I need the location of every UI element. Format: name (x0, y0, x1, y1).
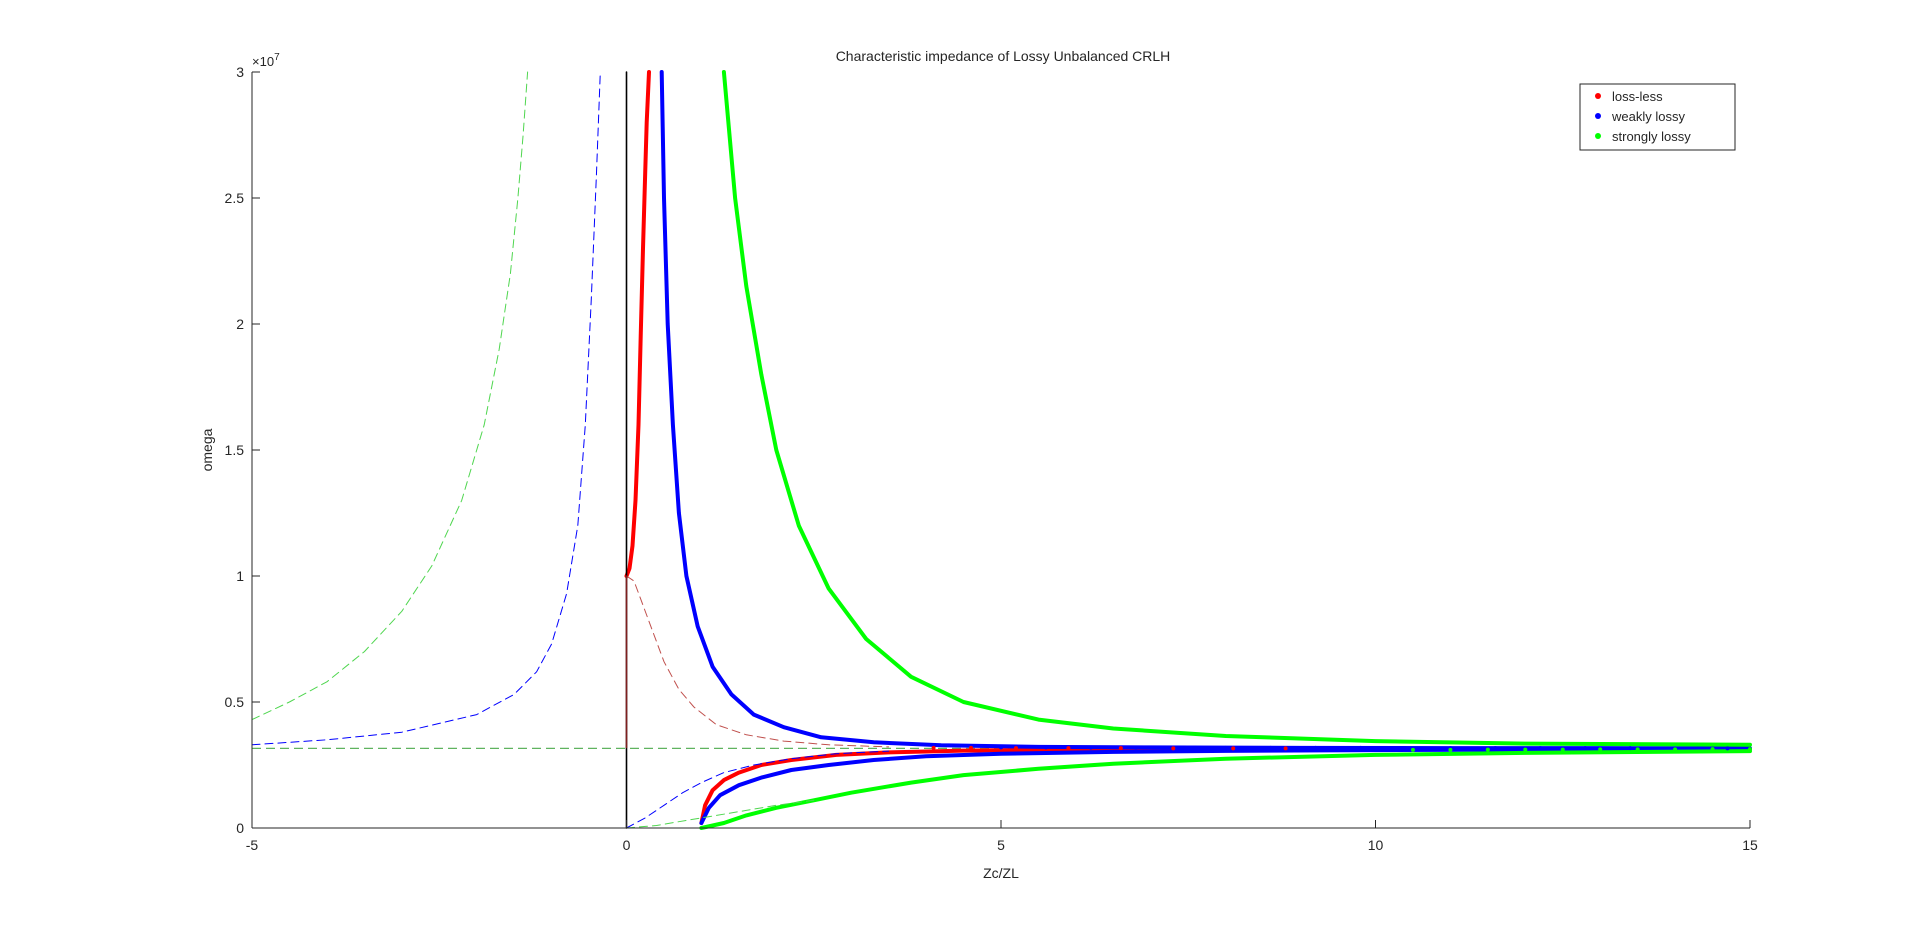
scatter-1-point-16 (1725, 746, 1730, 751)
legend-marker-0 (1595, 93, 1601, 99)
y-axis-label: omega (199, 428, 215, 471)
series-5-segment-1 (626, 799, 815, 829)
y-tick-label-6: 3 (236, 64, 244, 80)
scatter-1-point-9 (1403, 746, 1408, 751)
y-tick-label-3: 1.5 (225, 442, 245, 458)
scatter-2-point-6 (1635, 747, 1640, 752)
scatter-1-point-12 (1538, 746, 1543, 751)
scatter-1-point-3 (1133, 745, 1138, 750)
scatter-2-point-0 (1410, 747, 1415, 752)
legend: loss-less weakly lossy strongly lossy (1579, 83, 1736, 151)
scatter-0-point-3 (1066, 746, 1071, 751)
scatter-2-point-4 (1560, 747, 1565, 752)
y-exponent-base: ×10 (252, 54, 274, 69)
legend-label-0: loss-less (1612, 89, 1663, 104)
scatter-1-point-0 (999, 745, 1003, 750)
series-1-segment-1 (699, 747, 1752, 825)
y-ticks: 0 0.5 1 1.5 2 2.5 3 (225, 64, 260, 836)
scatter-1-point-8 (1358, 745, 1363, 750)
x-tick-label-2: 5 (997, 837, 1005, 853)
y-exponent-label: ×107 (252, 52, 280, 69)
x-tick-label-3: 10 (1368, 837, 1384, 853)
series-3-segment-0 (626, 575, 890, 748)
y-exponent-power: 7 (274, 52, 280, 63)
scatter-2-point-3 (1523, 747, 1528, 752)
scatter-1-point-7 (1313, 745, 1318, 750)
scatter-2-point-8 (1710, 747, 1715, 752)
legend-marker-1 (1595, 113, 1601, 119)
series-5-segment-0 (251, 71, 529, 721)
scatter-0-point-1 (969, 745, 974, 750)
scatter-0-point-0 (931, 745, 936, 750)
x-ticks: -5 0 5 10 15 (246, 820, 1758, 853)
scatter-1-point-6 (1268, 745, 1273, 750)
y-tick-label-0: 0 (236, 820, 244, 836)
scatter-2-point-7 (1673, 747, 1678, 752)
x-tick-label-1: 0 (623, 837, 631, 853)
scatter-0-point-6 (1231, 746, 1236, 751)
x-axis-label: Zc/ZL (983, 865, 1019, 881)
scatter-layer (931, 745, 1752, 752)
legend-marker-2 (1595, 133, 1601, 139)
chart-title: Characteristic impedance of Lossy Unbala… (836, 48, 1171, 64)
legend-box (1579, 83, 1736, 151)
plot-area: -5 0 5 10 15 00.511.522.53 (225, 64, 1758, 853)
scatter-2-point-9 (1748, 747, 1752, 752)
series-1-segment-0 (659, 70, 1752, 751)
series-2-segment-1 (699, 749, 1752, 830)
series-4-segment-1 (626, 750, 890, 829)
scatter-1-point-1 (1043, 745, 1048, 750)
scatter-0-point-7 (1283, 746, 1288, 751)
y-tick-label-2: 1 (236, 568, 244, 584)
scatter-2-point-5 (1598, 747, 1603, 752)
series-layer (251, 70, 1752, 830)
series-4-segment-0 (251, 71, 601, 746)
y-tick-label-4: 2 (236, 316, 244, 332)
series-0-segment-0 (624, 70, 651, 578)
scatter-1-point-14 (1628, 746, 1633, 751)
x-tick-label-0: -5 (246, 837, 259, 853)
x-tick-label-4: 15 (1742, 837, 1758, 853)
y-tick-label-5: 2.5 (225, 190, 245, 206)
scatter-2-point-1 (1448, 747, 1453, 752)
series-2-segment-0 (721, 70, 1752, 747)
scatter-1-point-5 (1223, 745, 1228, 750)
legend-label-1: weakly lossy (1611, 109, 1685, 124)
scatter-1-point-13 (1583, 746, 1588, 751)
scatter-1-point-4 (1178, 745, 1183, 750)
scatter-0-point-4 (1118, 746, 1123, 751)
legend-label-2: strongly lossy (1612, 129, 1691, 144)
plot-background (252, 72, 1750, 828)
y-tick-label-1: 0.5 (225, 694, 245, 710)
scatter-1-point-11 (1493, 746, 1498, 751)
scatter-1-point-2 (1088, 745, 1093, 750)
legend-entries: loss-less weakly lossy strongly lossy (1595, 89, 1691, 144)
scatter-0-point-5 (1171, 746, 1176, 751)
scatter-2-point-2 (1485, 747, 1490, 752)
scatter-0-point-2 (1013, 746, 1018, 751)
series-0-segment-1 (699, 746, 1340, 825)
